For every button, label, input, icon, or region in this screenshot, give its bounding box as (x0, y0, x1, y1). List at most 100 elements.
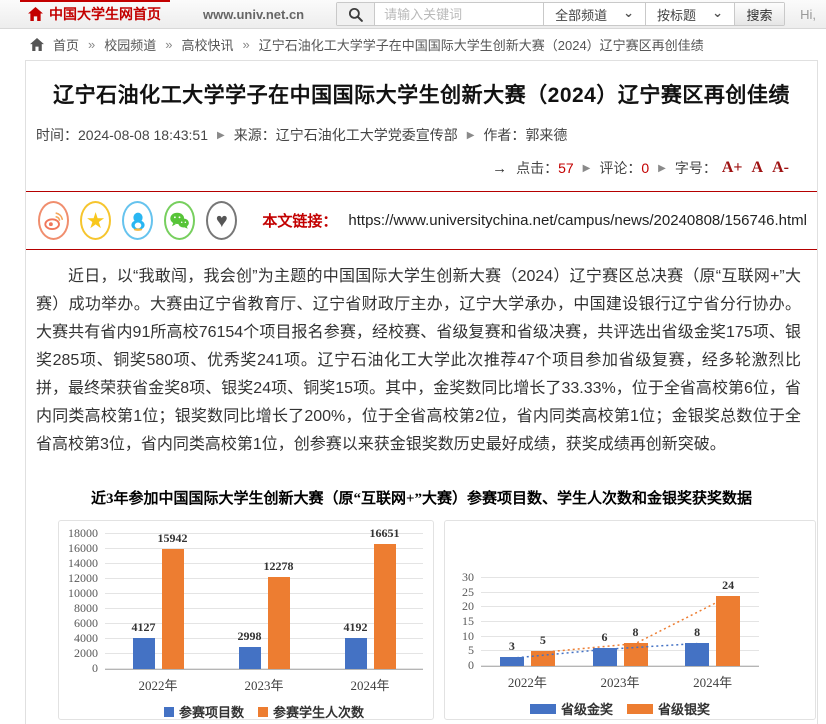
legend-swatch (258, 706, 268, 717)
breadcrumb-separator: » (88, 37, 96, 52)
fontsize-label: 字号： (674, 160, 717, 176)
search-icon-button[interactable] (337, 3, 376, 25)
triangle-separator-icon: ▶ (217, 129, 225, 141)
clicks-count: 57 (558, 160, 574, 176)
chart-legend: 参赛项目数 参赛学生人次数 (105, 702, 423, 721)
y-tick-label: 15 (462, 614, 474, 628)
y-tick-label: 10 (462, 628, 474, 643)
x-tick-label: 2024年 (693, 675, 733, 690)
comments-count: 0 (641, 160, 650, 176)
x-tick-label: 2023年 (244, 678, 284, 693)
page-title: 辽宁石油化工大学学子在中国国际大学生创新大赛（2024）辽宁赛区再创佳绩 (53, 84, 790, 107)
chart-legend: 省级金奖 省级银奖 (481, 699, 759, 718)
time-label: 时间： (36, 127, 78, 143)
triangle-separator-icon: ▶ (582, 162, 591, 174)
legend-swatch (163, 706, 174, 717)
article-stats-row: → 点击： 57 ▶ 评论： 0 ▶ 字号： A+ A A- (26, 158, 817, 178)
gridline (481, 606, 759, 608)
channel-select-value: 全部频道 (555, 7, 608, 23)
site-url: www.univ.net.cn (203, 6, 305, 22)
breadcrumb-separator: » (242, 37, 250, 52)
field-select[interactable]: 按标题 ⌄ (645, 3, 734, 25)
y-tick-label: 14000 (68, 556, 98, 570)
bar (499, 657, 524, 666)
legend-item: 省级银奖 (627, 699, 710, 718)
chevron-down-icon: ⌄ (623, 4, 635, 20)
bar (344, 637, 367, 669)
favorite-button[interactable]: ♥ (206, 201, 238, 240)
qzone-share-button[interactable]: ★ (80, 201, 112, 240)
y-tick-label: 0 (92, 661, 98, 675)
legend-swatch (529, 703, 556, 714)
bar-value-label: 2998 (237, 628, 262, 643)
site-home-label: 中国大学生网首页 (49, 6, 161, 22)
bar-value-label: 4127 (131, 620, 156, 635)
bar-value-label: 4192 (343, 619, 368, 634)
gridline (105, 668, 423, 669)
article-link-label: 本文链接： (262, 213, 338, 230)
gridline (105, 608, 423, 609)
star-icon: ★ (85, 207, 106, 233)
y-tick-label: 16000 (68, 541, 98, 555)
search-button[interactable]: 搜索 (733, 3, 784, 25)
bar (132, 638, 155, 669)
bar (623, 642, 648, 666)
gridline (481, 577, 759, 578)
qq-share-button[interactable] (122, 201, 154, 240)
font-decrease-button[interactable]: A- (772, 159, 789, 176)
red-divider (26, 249, 817, 250)
breadcrumb-home[interactable]: 首页 (53, 38, 80, 53)
breadcrumb-separator: » (165, 37, 173, 52)
bar (267, 576, 290, 669)
author-label: 作者： (483, 127, 526, 143)
bar-value-label: 24 (722, 577, 735, 592)
x-tick-label: 2023年 (600, 675, 640, 690)
y-tick-label: 4000 (74, 631, 98, 645)
arrow-right-icon: → (492, 159, 508, 177)
field-select-value: 按标题 (657, 7, 697, 23)
home-icon (28, 7, 43, 21)
breadcrumb-item-campus[interactable]: 校园频道 (104, 38, 157, 53)
search-input[interactable] (375, 3, 544, 25)
y-tick-label: 2000 (74, 646, 98, 660)
font-increase-button[interactable]: A+ (721, 159, 743, 176)
heart-icon: ♥ (215, 209, 228, 232)
time-value: 2024-08-08 18:43:51 (78, 127, 208, 143)
gridline (481, 621, 759, 622)
gridline (105, 563, 423, 564)
site-home-link[interactable]: 中国大学生网首页 (28, 4, 161, 24)
share-row: ★ ♥ 本文链接： https://www.universitychina.ne… (26, 192, 817, 249)
bar (530, 651, 555, 666)
legend-label: 参赛学生人次数 (273, 705, 365, 720)
article-link-url: https://www.universitychina.net/campus/n… (348, 212, 808, 229)
article-container: 辽宁石油化工大学学子在中国国际大学生创新大赛（2024）辽宁赛区再创佳绩 时间：… (25, 60, 818, 724)
clicks-label: 点击： (516, 160, 559, 176)
wechat-share-button[interactable] (164, 201, 196, 240)
legend-label: 省级银奖 (658, 702, 711, 717)
y-tick-label: 8000 (74, 601, 98, 615)
active-tab-accent (20, 0, 170, 2)
legend-swatch (627, 703, 653, 714)
triangle-separator-icon: ▶ (466, 129, 475, 141)
gridline (105, 533, 423, 534)
gridline (105, 593, 423, 594)
weibo-share-button[interactable] (38, 201, 70, 240)
channel-select[interactable]: 全部频道 ⌄ (543, 3, 645, 25)
search-icon (349, 7, 363, 22)
y-tick-label: 25 (462, 584, 474, 599)
wechat-icon (170, 212, 190, 229)
breadcrumb: 首页 » 校园频道 » 高校快讯 » 辽宁石油化工大学学子在中国国际大学生创新大… (0, 29, 826, 60)
font-normal-button[interactable]: A (751, 159, 764, 176)
chart-projects-students: 0 2000 4000 6000 8000 10000 12000 14000 16000 180… (58, 520, 434, 720)
breadcrumb-item-news[interactable]: 高校快讯 (181, 38, 234, 53)
bar (716, 595, 741, 666)
source-label: 来源： (233, 127, 276, 143)
legend-item: 参赛学生人次数 (258, 702, 364, 721)
bar (161, 549, 184, 669)
x-tick-label: 2024年 (350, 678, 390, 693)
x-axis-labels: 2022年 2023年 2024年 (105, 670, 423, 694)
x-axis-labels: 2022年 2023年 2024年 (481, 667, 759, 691)
home-icon (30, 38, 44, 51)
red-divider (26, 191, 817, 192)
top-bar: 中国大学生网首页 www.univ.net.cn 全部频道 ⌄ 按标题 ⌄ 搜索… (0, 0, 826, 29)
